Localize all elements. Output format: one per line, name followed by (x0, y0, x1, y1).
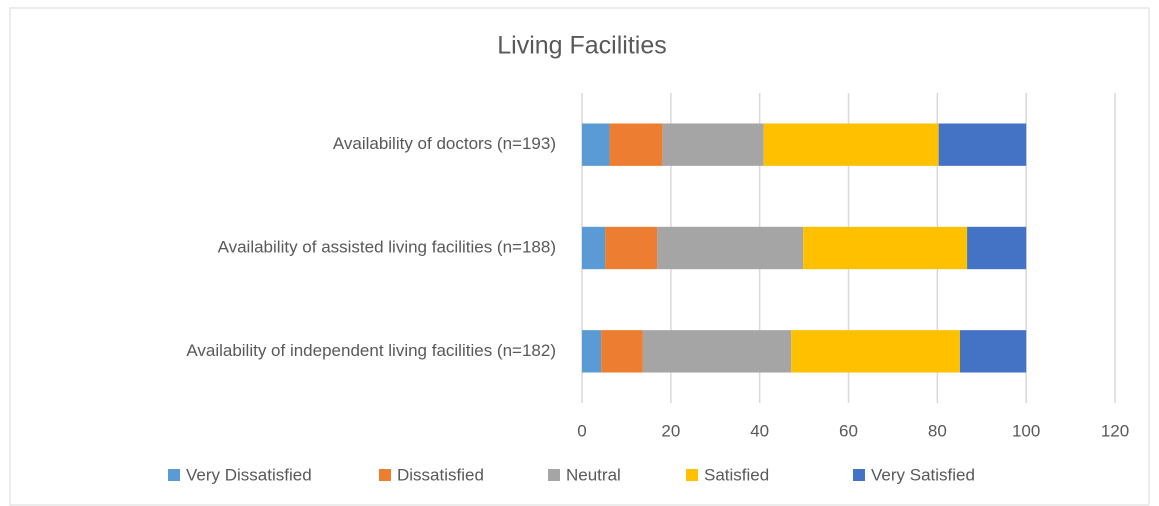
bar-segment (582, 330, 602, 373)
chart-title: Living Facilities (497, 32, 667, 60)
x-tick-label: 100 (1012, 421, 1040, 440)
bar-segment (967, 226, 1027, 270)
legend-label: Very Dissatisfied (186, 465, 312, 484)
bar-segment (605, 226, 658, 270)
legend-swatch (853, 469, 865, 481)
legend-swatch (686, 469, 698, 481)
y-tick-label: Availability of independent living facil… (186, 341, 556, 360)
y-tick-label: Availability of doctors (n=193) (333, 134, 556, 153)
bar-segment (938, 123, 1027, 166)
legend-label: Satisfied (704, 465, 769, 484)
bar-segment (601, 330, 643, 373)
legend-swatch (379, 469, 391, 481)
bar-segment (642, 330, 792, 373)
y-tick-label: Availability of assisted living faciliti… (218, 237, 556, 256)
bar-segment (657, 226, 804, 270)
bar-segment (959, 330, 1027, 373)
legend-label: Neutral (566, 465, 621, 484)
bar-segment (582, 123, 610, 166)
bar-segment (803, 226, 968, 270)
x-tick-label: 60 (839, 421, 858, 440)
x-tick-label: 20 (661, 421, 680, 440)
legend-swatch (168, 469, 180, 481)
bar-segment (609, 123, 663, 166)
legend-swatch (548, 469, 560, 481)
bar-segment (662, 123, 764, 166)
legend-label: Very Satisfied (871, 465, 975, 484)
bar-segment (791, 330, 960, 373)
x-tick-label: 80 (928, 421, 947, 440)
x-tick-label: 0 (577, 421, 586, 440)
x-tick-label: 40 (750, 421, 769, 440)
bar-segment (582, 226, 606, 270)
legend-label: Dissatisfied (397, 465, 484, 484)
x-tick-label: 120 (1101, 421, 1129, 440)
bar-segment (763, 123, 939, 166)
